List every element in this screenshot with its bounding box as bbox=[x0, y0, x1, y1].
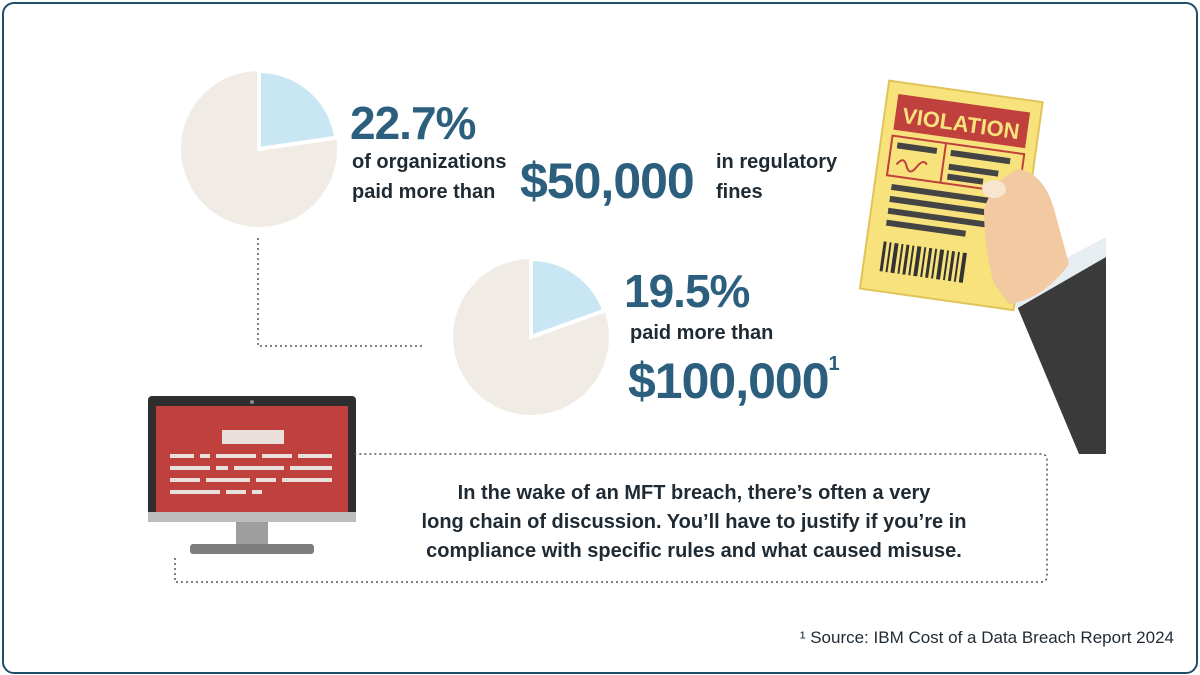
pie-chart-2 bbox=[453, 256, 609, 415]
stat-1-percent: 22.7% bbox=[350, 97, 476, 149]
pie-2-slice bbox=[529, 256, 607, 340]
quote-text: In the wake of an MFT breach, there’s of… bbox=[384, 479, 1004, 566]
source-footnote: ¹ Source: IBM Cost of a Data Breach Repo… bbox=[799, 628, 1174, 647]
pie-1-slice bbox=[257, 68, 339, 152]
footnote-mark: 1 bbox=[828, 353, 840, 375]
quote-line-1: In the wake of an MFT breach, there’s of… bbox=[457, 482, 931, 504]
stat-1-suffix-2: fines bbox=[716, 181, 763, 203]
violation-ticket-illustration: VIOLATION bbox=[858, 79, 1106, 454]
quote-line-2: long chain of discussion. You’ll have to… bbox=[421, 511, 967, 533]
monitor-screen bbox=[156, 406, 348, 514]
stat-2-amount: $100,0001 bbox=[628, 353, 840, 409]
quote-box-border bbox=[174, 453, 1048, 583]
dotted-connector bbox=[257, 238, 422, 347]
stat-2-percent: 19.5% bbox=[624, 265, 750, 317]
monitor-illustration bbox=[148, 396, 356, 554]
hand bbox=[984, 169, 1069, 304]
pie-chart-1 bbox=[181, 68, 339, 227]
stat-1-line-1: of organizations bbox=[352, 151, 507, 173]
quote-line-3: compliance with specific rules and what … bbox=[426, 540, 962, 562]
stat-1-suffix-1: in regulatory bbox=[716, 151, 838, 173]
monitor-stand bbox=[190, 544, 314, 554]
stat-1-amount: $50,000 bbox=[520, 153, 695, 209]
stat-1-line-2: paid more than bbox=[352, 181, 496, 203]
suit-sleeve bbox=[1014, 249, 1106, 454]
stat-2-line-1: paid more than bbox=[630, 322, 774, 344]
thumbnail bbox=[982, 180, 1006, 198]
